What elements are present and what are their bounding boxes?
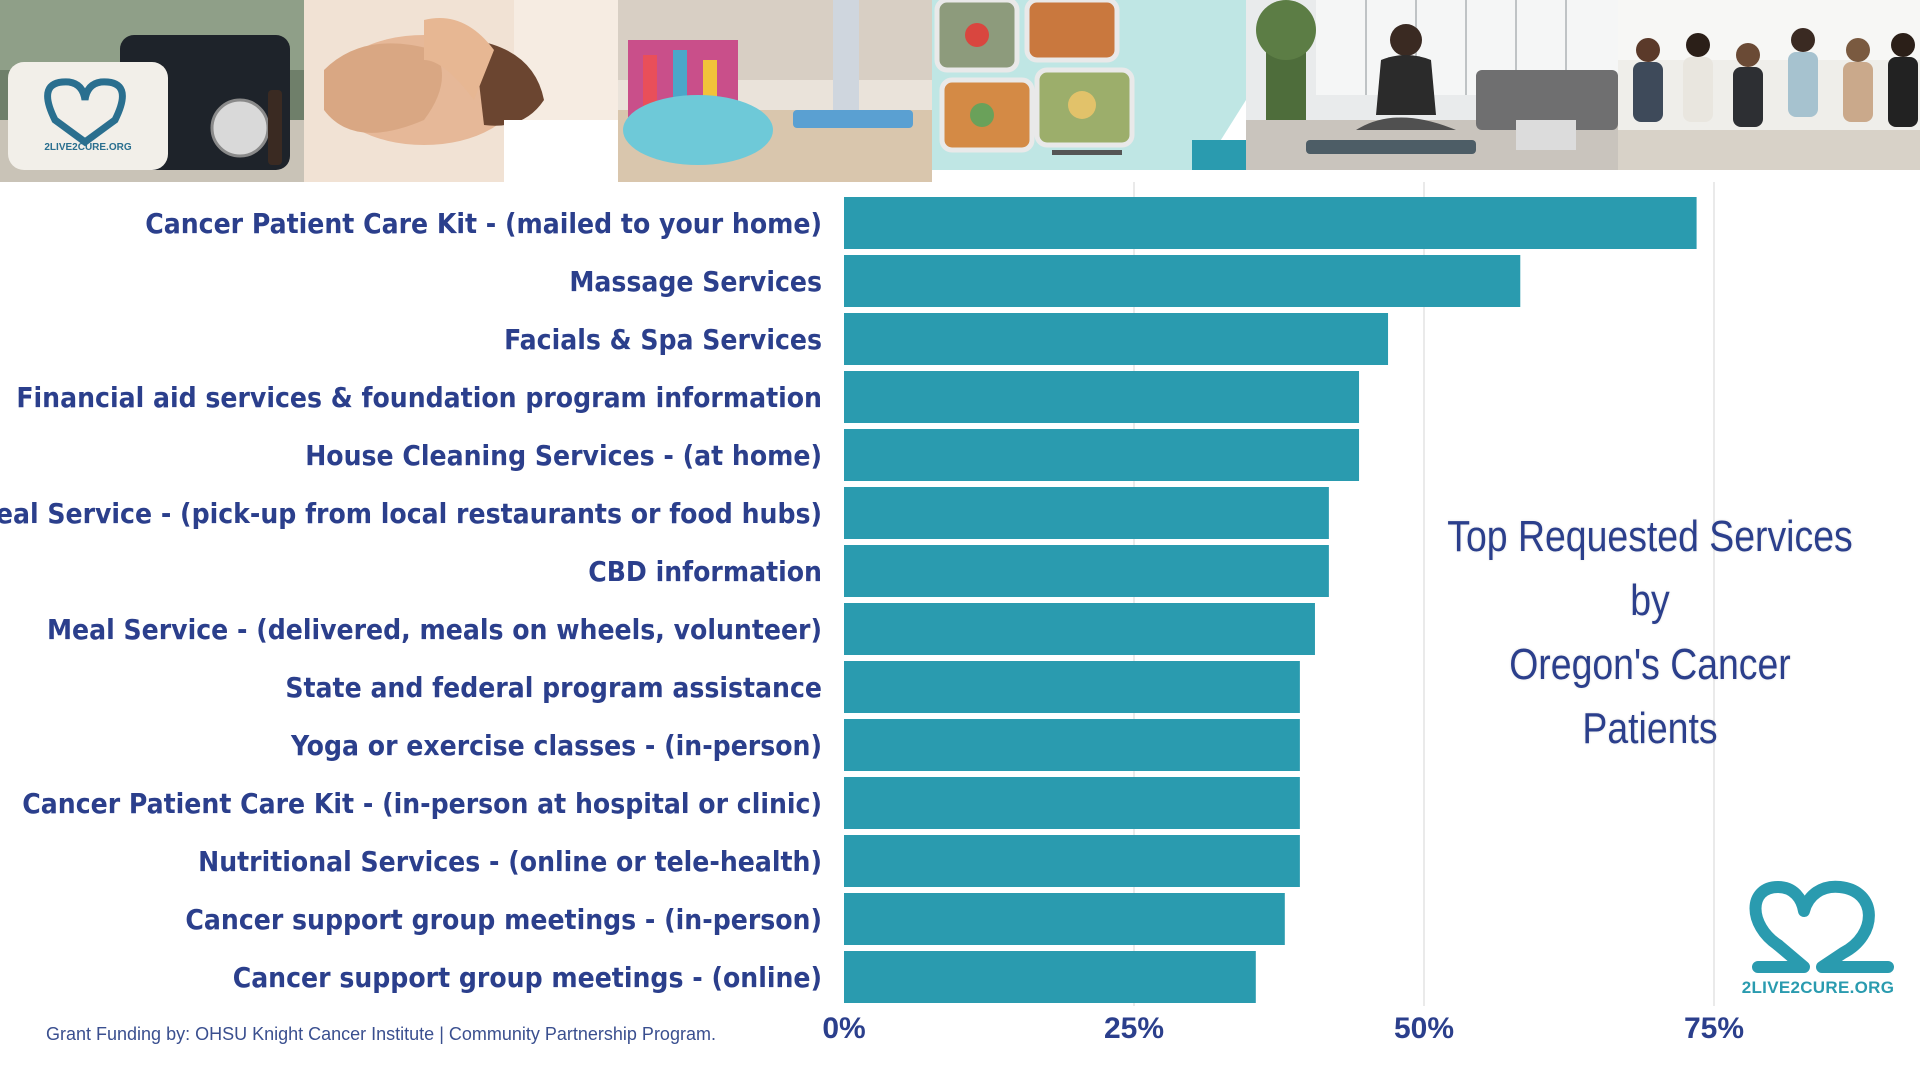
bar <box>844 661 1300 713</box>
category-label: Meal Service - (delivered, meals on whee… <box>47 613 822 646</box>
grant-funding-note: Grant Funding by: OHSU Knight Cancer Ins… <box>46 1024 716 1044</box>
x-tick-label: 25% <box>1104 1012 1164 1045</box>
category-label: CBD information <box>588 555 822 588</box>
cleaning-supplies-photo <box>618 0 932 182</box>
category-label: Cancer support group meetings - (online) <box>233 961 822 994</box>
chart-title-line-1: Top Requested Services by <box>1447 512 1853 625</box>
x-tick-label: 0% <box>822 1012 865 1045</box>
category-label: Financial aid services & foundation prog… <box>16 381 822 414</box>
bar <box>844 603 1315 655</box>
bar <box>844 197 1697 249</box>
category-label: State and federal program assistance <box>285 671 822 704</box>
bar-chart: 0% 25% 50% 75% Cancer Patient Care Kit - (ma… <box>0 182 1744 1045</box>
care-kit-photo: 2LIVE2CURE.ORG <box>0 0 304 182</box>
x-tick-label: 75% <box>1684 1012 1744 1045</box>
bar <box>844 835 1300 887</box>
category-label: Cancer Patient Care Kit - (in-person at … <box>22 787 822 820</box>
category-label: Facials & Spa Services <box>504 323 822 356</box>
category-label: Meal Service - (pick-up from local resta… <box>0 497 822 530</box>
category-label: Massage Services <box>569 265 822 298</box>
bar <box>844 429 1360 481</box>
brand-logo: 2LIVE2CURE.ORG <box>1738 875 1898 1005</box>
bar <box>844 313 1389 365</box>
support-group-photo <box>1618 0 1920 170</box>
bar <box>844 719 1300 771</box>
kit-label: 2LIVE2CURE.ORG <box>44 142 131 153</box>
bar <box>844 371 1360 423</box>
chart-title: Top Requested Services by Oregon's Cance… <box>1438 505 1863 761</box>
bar <box>844 487 1329 539</box>
bar <box>844 951 1256 1003</box>
bar <box>844 893 1285 945</box>
category-label: House Cleaning Services - (at home) <box>305 439 822 472</box>
photo-banner: 2LIVE2CURE.ORG <box>0 0 1920 182</box>
logo-text: 2LIVE2CURE.ORG <box>1741 978 1895 997</box>
chart-title-line-2: Oregon's Cancer Patients <box>1509 640 1791 753</box>
facial-massage-photo <box>304 0 618 182</box>
heart-2-logo-icon <box>1749 880 1894 973</box>
category-label: Cancer Patient Care Kit - (mailed to you… <box>145 207 822 240</box>
x-tick-label: 50% <box>1394 1012 1454 1045</box>
bar <box>844 545 1329 597</box>
meal-prep-photo <box>932 0 1246 170</box>
yoga-photo <box>1246 0 1618 170</box>
bar <box>844 255 1521 307</box>
bar <box>844 777 1300 829</box>
category-label: Nutritional Services - (online or tele-h… <box>198 845 822 878</box>
category-label: Yoga or exercise classes - (in-person) <box>290 729 822 762</box>
category-label: Cancer support group meetings - (in-pers… <box>185 903 822 936</box>
